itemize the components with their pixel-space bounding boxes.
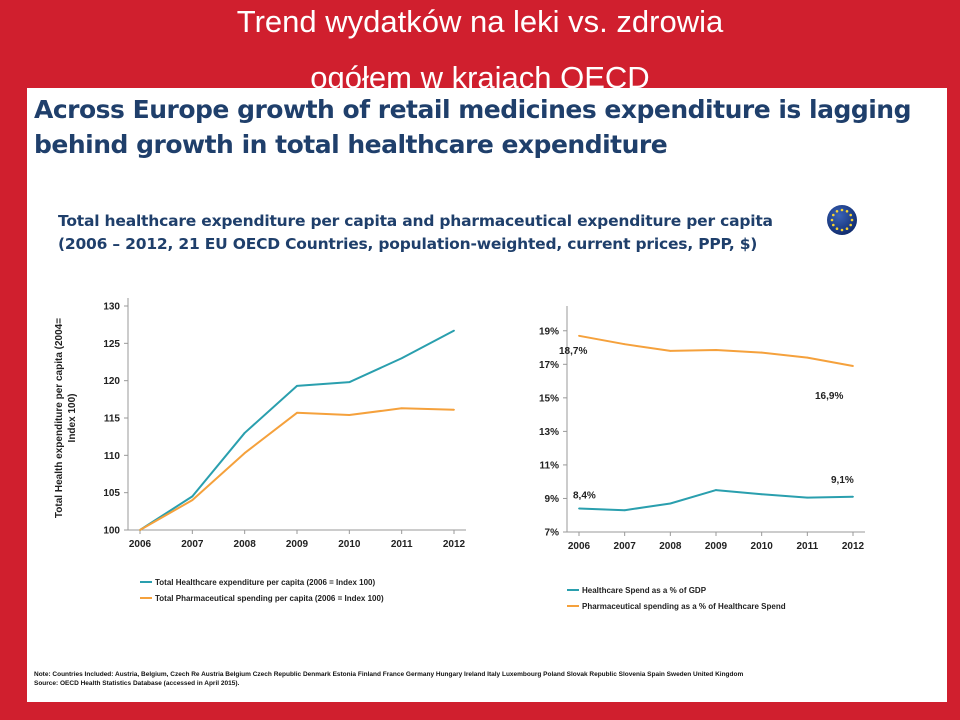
x-tick-label: 2009 bbox=[705, 541, 728, 552]
data-label: 18,7% bbox=[559, 346, 587, 357]
x-tick-label: 2007 bbox=[614, 541, 637, 552]
series-line-0 bbox=[139, 329, 455, 531]
data-point bbox=[760, 493, 763, 496]
data-point bbox=[669, 502, 672, 505]
data-point bbox=[191, 495, 194, 498]
x-tick-label: 2009 bbox=[286, 539, 309, 550]
legend-label: Healthcare Spend as a % of GDP bbox=[582, 586, 707, 595]
y-tick-label: 13% bbox=[539, 427, 559, 438]
x-tick-label: 2012 bbox=[443, 539, 466, 550]
y-tick-label: 105 bbox=[103, 488, 120, 499]
data-point bbox=[806, 356, 809, 359]
data-point bbox=[852, 365, 854, 367]
data-label: 16,9% bbox=[815, 391, 843, 402]
y-axis-label-group: Total Health expenditure per capita (200… bbox=[54, 318, 78, 518]
data-point bbox=[348, 414, 351, 416]
x-tick-label: 2011 bbox=[796, 541, 818, 552]
slide-title: Trend wydatków na leki vs. zdrowia ogółe… bbox=[0, 0, 960, 106]
y-tick-label: 120 bbox=[103, 376, 120, 387]
data-point bbox=[296, 411, 298, 414]
data-point bbox=[139, 529, 141, 531]
data-point bbox=[578, 507, 580, 510]
x-tick-label: 2012 bbox=[842, 541, 865, 552]
data-point bbox=[623, 343, 626, 346]
index-line-chart: 100 105 110 115 120 125 130 2006 2007 2008 2009 201… bbox=[54, 298, 466, 603]
share-line-chart: 7% 9% 11% 13% 15% 17% 19% 2006 2007 2008 2009 2010 2… bbox=[539, 306, 865, 611]
x-tick-label: 2007 bbox=[181, 539, 204, 550]
y-tick-label: 7% bbox=[545, 528, 560, 539]
y-tick-label: 130 bbox=[103, 302, 120, 313]
note-countries: Note: Countries Included: Austria, Belgi… bbox=[34, 671, 744, 678]
y-axis-label-cont: Index 100) bbox=[67, 394, 78, 443]
data-point bbox=[760, 351, 763, 354]
data-point bbox=[243, 452, 246, 454]
data-point bbox=[348, 381, 351, 384]
slide-title-line-2: ogółem w krajach OECD bbox=[310, 60, 650, 95]
x-tick-label: 2010 bbox=[338, 539, 361, 550]
legend-label: Total Pharmaceutical spending per capita… bbox=[155, 594, 384, 603]
eu-flag-icon bbox=[827, 205, 857, 235]
subtitle-line-1: Total healthcare expenditure per capita … bbox=[58, 212, 773, 230]
chart-subtitle: Total healthcare expenditure per capita … bbox=[58, 210, 818, 256]
data-point bbox=[578, 334, 580, 337]
slide-title-line-1: Trend wydatków na leki vs. zdrowia bbox=[236, 4, 724, 39]
x-tick-label: 2008 bbox=[234, 539, 257, 550]
source-note: Note: Countries Included: Austria, Belgi… bbox=[34, 670, 934, 688]
data-point bbox=[191, 499, 194, 502]
data-label: 8,4% bbox=[573, 491, 596, 502]
x-tick-label: 2008 bbox=[659, 541, 682, 552]
y-tick-label: 19% bbox=[539, 326, 559, 337]
y-tick-label: 125 bbox=[103, 339, 120, 350]
data-label: 9,1% bbox=[831, 475, 854, 486]
data-point bbox=[623, 509, 626, 512]
notes-strip bbox=[27, 638, 947, 702]
data-point bbox=[806, 496, 809, 499]
data-point bbox=[400, 407, 403, 410]
data-point bbox=[453, 408, 455, 411]
x-tick-label: 2006 bbox=[568, 541, 591, 552]
data-point bbox=[453, 329, 455, 332]
y-tick-label: 110 bbox=[104, 451, 121, 462]
y-tick-label: 100 bbox=[103, 526, 120, 537]
data-point bbox=[715, 349, 717, 351]
y-tick-label: 9% bbox=[545, 494, 560, 505]
x-tick-label: 2011 bbox=[391, 539, 413, 550]
series-line-1 bbox=[139, 407, 455, 531]
data-point bbox=[669, 349, 672, 352]
data-point bbox=[852, 495, 854, 498]
data-point bbox=[400, 357, 403, 360]
legend-label: Pharmaceutical spending as a % of Health… bbox=[582, 602, 786, 611]
note-source: Source: OECD Health Statistics Database … bbox=[34, 680, 240, 687]
subtitle-line-2: (2006 – 2012, 21 EU OECD Countries, popu… bbox=[58, 235, 758, 253]
x-tick-label: 2010 bbox=[751, 541, 774, 552]
legend-label: Total Healthcare expenditure per capita … bbox=[155, 578, 375, 587]
y-tick-label: 15% bbox=[539, 393, 559, 404]
slide-content-area bbox=[27, 88, 947, 638]
x-tick-label: 2006 bbox=[129, 539, 152, 550]
y-tick-label: 11% bbox=[540, 460, 560, 471]
y-tick-label: 115 bbox=[104, 414, 121, 425]
data-point bbox=[296, 384, 298, 387]
data-point bbox=[243, 432, 246, 434]
y-tick-label: 17% bbox=[539, 360, 559, 371]
headline: Across Europe growth of retail medicines… bbox=[34, 95, 912, 159]
y-axis-label: Total Health expenditure per capita (200… bbox=[54, 318, 65, 518]
series-line-0 bbox=[578, 489, 854, 512]
data-point bbox=[715, 489, 717, 491]
